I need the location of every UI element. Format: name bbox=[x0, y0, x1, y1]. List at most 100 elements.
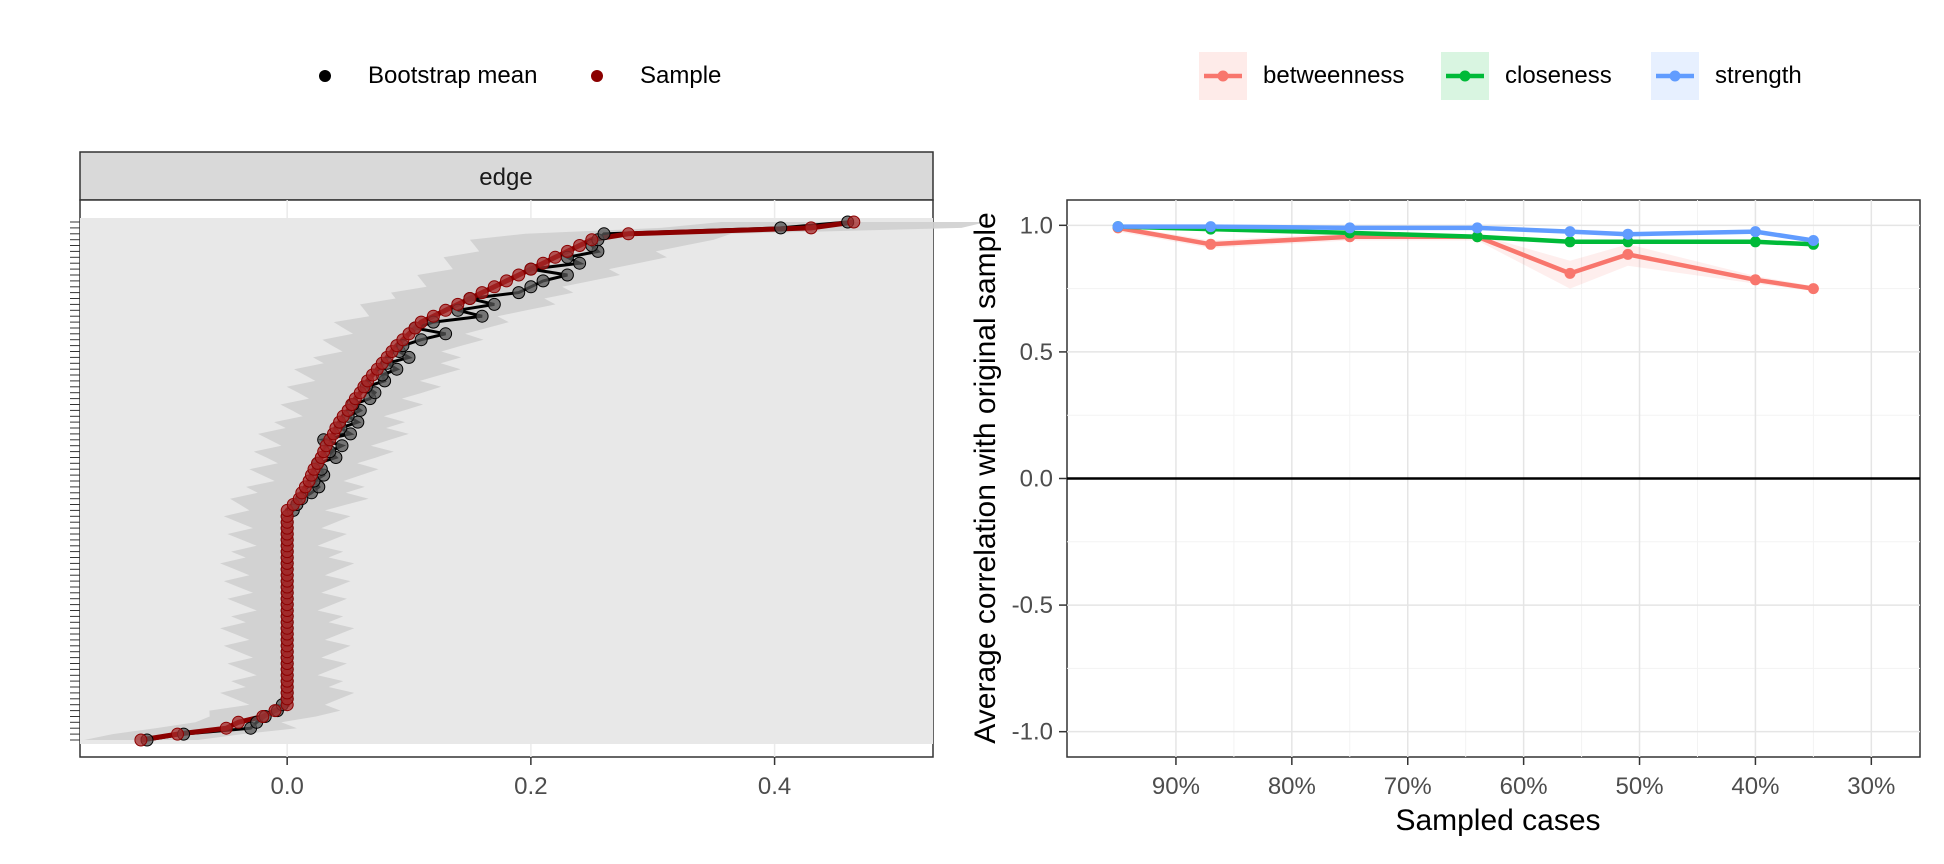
sample-point bbox=[560, 244, 574, 258]
point-strength bbox=[1564, 226, 1576, 238]
sample-points bbox=[134, 215, 861, 747]
left-x-tick-label: 0.2 bbox=[514, 773, 547, 800]
point-strength bbox=[1205, 221, 1217, 233]
legend-key-point-closeness bbox=[1459, 70, 1471, 82]
bootstrap-mean-point bbox=[560, 268, 574, 282]
right-x-ticks: 90% 80% 70% 60% 50% 40% 30% bbox=[1152, 757, 1895, 800]
right-gridlines bbox=[1067, 200, 1920, 757]
sample-point bbox=[585, 233, 599, 247]
point-betweenness bbox=[1807, 283, 1819, 295]
bootstrap-mean-point bbox=[487, 297, 501, 311]
left-legend: Bootstrap mean Sample bbox=[319, 62, 721, 89]
sample-point bbox=[231, 715, 245, 729]
right-x-tick-label: 30% bbox=[1847, 773, 1895, 800]
bootstrap-mean-point bbox=[524, 280, 538, 294]
point-betweenness bbox=[1205, 238, 1217, 250]
bootstrap-mean-point bbox=[390, 362, 404, 376]
line-strength bbox=[1118, 224, 1814, 243]
right-x-tick-label: 60% bbox=[1500, 773, 1548, 800]
bootstrap-mean-point bbox=[536, 274, 550, 288]
sample-point bbox=[439, 303, 453, 317]
sample-point bbox=[804, 221, 818, 235]
legend-label-betweenness: betweenness bbox=[1263, 62, 1404, 89]
right-y-tick-label: -1.0 bbox=[1012, 719, 1053, 746]
y-axis-title: Average correlation with original sample bbox=[969, 212, 1002, 743]
sample-point bbox=[463, 292, 477, 305]
left-x-ticks: 0.0 0.2 0.4 bbox=[270, 757, 791, 800]
sample-point bbox=[847, 215, 861, 229]
sample-point bbox=[451, 297, 465, 311]
point-closeness bbox=[1471, 231, 1483, 243]
facet-strip bbox=[79, 151, 934, 201]
sample-point bbox=[548, 250, 562, 264]
sample-point bbox=[621, 227, 635, 241]
facet-label: edge bbox=[479, 164, 532, 191]
x-axis-title: Sampled cases bbox=[1395, 804, 1600, 837]
legend-label-bootstrap-mean: Bootstrap mean bbox=[368, 62, 537, 89]
sample-point bbox=[414, 315, 428, 329]
legend-label-sample: Sample bbox=[640, 62, 721, 89]
sample-point bbox=[475, 286, 489, 300]
right-x-tick-label: 50% bbox=[1616, 773, 1664, 800]
confidence-band bbox=[84, 222, 987, 740]
right-y-tick-label: 0.5 bbox=[1020, 339, 1053, 366]
bootstrap-mean-point bbox=[597, 227, 611, 241]
point-closeness bbox=[1622, 236, 1634, 248]
sample-point bbox=[487, 280, 501, 294]
left-y-ticks bbox=[70, 221, 80, 741]
left-x-tick-label: 0.0 bbox=[270, 773, 303, 800]
point-strength bbox=[1471, 222, 1483, 234]
bootstrap-mean-point bbox=[402, 350, 416, 364]
sample-point bbox=[268, 704, 282, 718]
series-points bbox=[1112, 221, 1819, 295]
right-y-tick-label: -0.5 bbox=[1012, 592, 1053, 619]
sample-point bbox=[536, 256, 550, 270]
point-strength bbox=[1807, 235, 1819, 246]
legend-key-point-strength bbox=[1669, 70, 1681, 82]
point-closeness bbox=[1564, 236, 1576, 248]
point-strength bbox=[1344, 222, 1356, 234]
line-closeness bbox=[1117, 224, 1814, 247]
point-strength bbox=[1622, 228, 1634, 240]
sample-point bbox=[512, 268, 526, 282]
case-drop-stability-plot: betweenness closeness strength 1.0 0.5 0.0 -0… bbox=[969, 52, 1921, 837]
point-strength bbox=[1749, 226, 1761, 238]
point-betweenness bbox=[1564, 267, 1576, 279]
bootstrap-mean-point bbox=[439, 327, 453, 341]
sample-point bbox=[426, 309, 440, 323]
bootstrap-mean-point bbox=[344, 427, 357, 441]
right-y-tick-label: 1.0 bbox=[1020, 212, 1053, 239]
point-betweenness bbox=[1622, 248, 1634, 260]
bootstrap-mean-point bbox=[573, 256, 587, 270]
point-betweenness bbox=[1749, 274, 1761, 286]
line-betweenness bbox=[1117, 225, 1814, 291]
right-y-ticks: 1.0 0.5 0.0 -0.5 -1.0 bbox=[1012, 212, 1067, 746]
legend-key-point-betweenness bbox=[1217, 70, 1229, 82]
right-legend: betweenness closeness strength bbox=[1199, 52, 1802, 100]
legend-key-sample bbox=[591, 70, 603, 82]
sample-point bbox=[134, 733, 148, 747]
bootstrap-mean-point bbox=[475, 309, 489, 323]
sample-point bbox=[573, 239, 587, 252]
right-x-tick-label: 80% bbox=[1268, 773, 1316, 800]
sample-point bbox=[524, 262, 538, 276]
series-lines bbox=[1117, 224, 1814, 291]
point-closeness bbox=[1749, 236, 1761, 248]
legend-label-closeness: closeness bbox=[1505, 62, 1612, 89]
bootstrap-mean-point bbox=[512, 286, 526, 300]
bootstrap-mean-point bbox=[774, 221, 788, 235]
right-x-tick-label: 90% bbox=[1152, 773, 1200, 800]
right-x-tick-label: 70% bbox=[1384, 773, 1432, 800]
sample-point bbox=[500, 274, 513, 288]
sample-point bbox=[256, 710, 270, 723]
sample-point bbox=[219, 721, 233, 735]
edge-stability-plot: Bootstrap mean Sample edge 0.0 0.2 0.4 bbox=[70, 62, 987, 800]
legend-key-bootstrap-mean bbox=[319, 70, 331, 82]
legend-label-strength: strength bbox=[1715, 62, 1802, 89]
bootstrap-mean-point bbox=[335, 439, 349, 453]
point-strength bbox=[1112, 221, 1124, 233]
left-x-tick-label: 0.4 bbox=[758, 773, 791, 800]
right-y-tick-label: 0.0 bbox=[1020, 466, 1053, 493]
sample-point bbox=[171, 727, 184, 741]
